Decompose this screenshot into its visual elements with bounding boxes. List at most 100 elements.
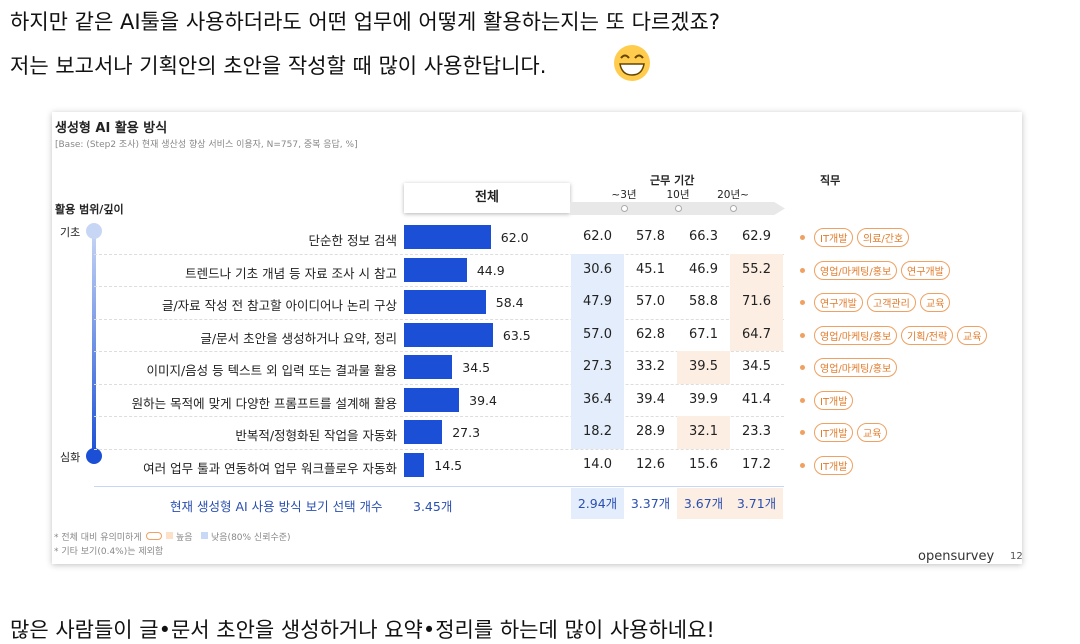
job-tag: 연구개발 xyxy=(814,293,863,312)
total-value: 27.3 xyxy=(452,425,481,440)
job-tag: 교육 xyxy=(857,423,888,442)
note-high-icon xyxy=(166,532,173,539)
depth-bottom: 심화 xyxy=(60,451,81,464)
job-dot xyxy=(800,332,805,338)
job-tag: IT개발 xyxy=(814,390,854,410)
job-tag: 교육 xyxy=(920,293,951,312)
total-value: 63.5 xyxy=(502,327,531,343)
total-value: 34.5 xyxy=(462,360,491,375)
job-header: 직무 xyxy=(820,174,841,187)
job-tag: 고객관리 xyxy=(867,293,916,312)
row-label: 글/자료 작성 전 참고할 아이디어나 논리 구상 xyxy=(161,298,397,313)
total-value: 58.4 xyxy=(495,295,524,310)
total-value: 14.5 xyxy=(434,457,463,473)
tenure-cell: 33.2 xyxy=(636,359,665,374)
emoji xyxy=(614,45,650,81)
summary-cell: 2.94개 xyxy=(571,488,624,519)
tenure-cell: 66.3 xyxy=(689,229,718,244)
depth-label: 활용 범위/깊이 xyxy=(55,203,124,216)
summary-cell: 3.71개 xyxy=(730,488,783,519)
note-low-icon xyxy=(201,532,208,539)
job-dot xyxy=(800,365,805,370)
job-dot xyxy=(800,300,805,305)
tenure-group: 10년 xyxy=(666,189,690,201)
tenure-cell: 30.6 xyxy=(571,253,624,286)
job-dot xyxy=(800,397,805,403)
figure-title: 생성형 AI 활용 방식 xyxy=(55,121,168,136)
job-tag: IT개발 xyxy=(814,228,854,247)
job-dot xyxy=(800,267,805,273)
tenure-cell: 58.8 xyxy=(689,294,718,309)
tenure-cell: 32.1 xyxy=(677,416,730,449)
tenure-cell: 45.1 xyxy=(636,261,665,277)
total-bar xyxy=(404,322,493,347)
job-tag: 영업/마케팅/홍보 xyxy=(814,358,898,377)
tenure-cell: 62.9 xyxy=(742,229,771,244)
tenure-cell: 36.4 xyxy=(571,383,624,416)
job-dot xyxy=(800,430,805,435)
summary-total: 3.45개 xyxy=(413,499,453,514)
note: * 전체 대비 유의미하게 xyxy=(54,533,142,543)
total-value: 39.4 xyxy=(469,392,497,408)
tenure-header: 근무 기간 xyxy=(650,174,695,187)
tenure-cell: 15.6 xyxy=(689,456,718,472)
job-tag: IT개발 xyxy=(814,455,854,475)
depth-dot xyxy=(86,448,102,464)
tenure-cell: 46.9 xyxy=(689,261,718,277)
intro-line: 저는 보고서나 기획안의 초안을 작성할 때 많이 사용한답니다. xyxy=(10,54,547,78)
job-dot xyxy=(800,235,805,240)
tenure-cell: 67.1 xyxy=(689,326,718,342)
row-label: 글/문서 초안을 생성하거나 요약, 정리 xyxy=(200,330,397,346)
row-label: 원하는 목적에 맞게 다양한 프롬프트를 설계해 활용 xyxy=(131,395,397,411)
tenure-cell: 28.9 xyxy=(636,424,665,439)
tenure-cell: 57.0 xyxy=(636,294,665,309)
row-divider xyxy=(94,383,784,385)
tenure-cell: 39.4 xyxy=(636,391,665,407)
tenure-group: 20년~ xyxy=(717,189,749,201)
tenure-cell: 57.8 xyxy=(636,229,665,244)
tenure-cell: 39.5 xyxy=(677,351,730,384)
row-label: 단순한 정보 검색 xyxy=(308,233,397,248)
row-label: 트렌드나 기초 개념 등 자료 조사 시 참고 xyxy=(185,265,397,281)
tenure-cell: 47.9 xyxy=(571,286,624,319)
row-divider xyxy=(94,448,784,450)
summary-divider xyxy=(94,486,784,487)
tenure-cell: 18.2 xyxy=(571,416,624,449)
intro-line: 하지만 같은 AI툴을 사용하더라도 어떤 업무에 어떻게 활용하는지는 또 다… xyxy=(10,10,721,34)
note: * 기타 보기(0.4%)는 제외함 xyxy=(54,547,164,557)
row-divider xyxy=(94,286,784,287)
row-label: 이미지/음성 등 텍스트 외 입력 또는 결과물 활용 xyxy=(146,363,397,378)
total-bar xyxy=(404,387,460,412)
tenure-cell: 64.7 xyxy=(730,318,783,351)
summary-cell: 3.37개 xyxy=(630,496,671,511)
tenure-cell: 12.6 xyxy=(636,456,665,472)
total-bar xyxy=(404,452,425,477)
summary-cell: 3.67개 xyxy=(677,488,730,519)
tenure-dot xyxy=(730,205,737,212)
job-tag: 영업/마케팅/홍보 xyxy=(814,260,898,280)
note-low: 낮음(80% 신뢰수준) xyxy=(211,533,291,543)
note-tag-icon xyxy=(146,532,162,540)
tenure-cell: 39.9 xyxy=(689,391,718,407)
tenure-cell: 62.0 xyxy=(583,229,612,244)
total-bar xyxy=(404,290,486,314)
tenure-cell: 71.6 xyxy=(730,286,783,319)
job-tag: 영업/마케팅/홍보 xyxy=(814,325,898,345)
note-high: 높음 xyxy=(176,533,193,543)
tenure-dot xyxy=(621,205,628,212)
page-number: 12 xyxy=(1010,551,1023,562)
depth-dot xyxy=(86,223,102,239)
row-label: 반복적/정형화된 작업을 자동화 xyxy=(235,428,397,443)
total-bar xyxy=(404,420,443,444)
job-tag: 기획/전략 xyxy=(901,325,954,345)
total-header: 전체 xyxy=(404,183,570,213)
depth-top: 기초 xyxy=(60,226,81,239)
row-divider xyxy=(94,416,784,417)
row-divider xyxy=(94,351,784,352)
summary-label: 현재 생성형 AI 사용 방식 보기 선택 개수 xyxy=(170,499,383,514)
row-divider xyxy=(94,318,784,320)
tenure-cell: 14.0 xyxy=(583,456,612,472)
tenure-cell: 27.3 xyxy=(571,351,624,384)
outro: 많은 사람들이 글•문서 초안을 생성하거나 요약•정리를 하는데 많이 사용하… xyxy=(10,618,715,642)
